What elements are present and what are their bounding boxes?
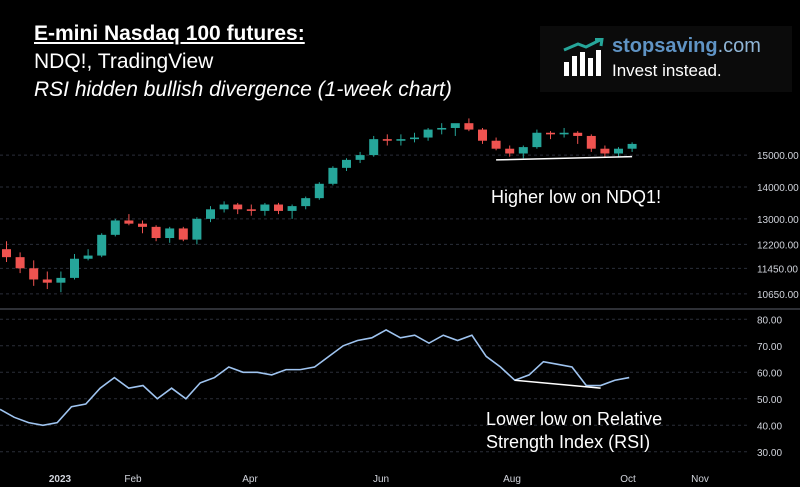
price-higher-low-trendline [496,155,633,161]
logo-name: stopsaving.com [612,35,761,58]
rsi-tick-label: 30.00 [757,448,782,459]
candle-body [206,209,215,219]
rsi-line [0,328,630,427]
price-tick-label: 11450.00 [757,264,798,275]
candle-body [274,204,283,211]
price-tick-label: 14000.00 [757,183,799,194]
candle-body [233,204,243,210]
candle-body [192,218,202,240]
logo-name-bold: stopsaving [612,35,718,57]
price-tick-label: 13000.00 [757,215,799,226]
candle-body [42,279,52,283]
candle-body [464,123,474,130]
rsi-tick-label: 50.00 [757,395,782,406]
candle-body [573,132,583,136]
candle-body [450,123,460,128]
chart-title: E-mini Nasdaq 100 futures: [34,22,305,45]
candle-body [260,204,270,211]
candle-body [518,147,528,154]
logo-tagline: Invest instead. [612,61,722,80]
rsi-series [0,328,630,427]
time-tick-label: Feb [124,474,142,485]
rsi-tick-label: 80.00 [757,315,782,326]
rsi-lower-low-trendline [514,379,601,389]
divergence-trendlines [496,155,633,389]
candle-body [56,277,66,283]
candle-body [219,204,229,210]
candle-body [369,139,379,156]
price-annotation: Higher low on NDQ1! [491,187,662,207]
candle-body [627,143,637,149]
candle-body [491,140,501,149]
candle-body [97,234,107,256]
candle-body [355,155,365,160]
candle-body [396,139,406,141]
candle-body [314,183,324,199]
time-tick-label: Apr [242,474,258,485]
time-tick-label: 2023 [49,474,72,485]
candle-body [110,220,120,235]
candle-body [328,167,338,184]
candle-body [478,129,487,141]
candle-body [29,268,39,280]
price-candles [2,118,637,293]
bar-chart-growth-icon [563,38,604,76]
time-tick-label: Nov [691,474,709,485]
time-tick-label: Oct [620,474,636,485]
rsi-tick-label: 70.00 [757,342,782,353]
time-tick-label: Aug [503,474,521,485]
price-tick-label: 10650.00 [757,290,799,301]
time-tick-label: Jun [373,474,389,485]
rsi-tick-label: 60.00 [757,368,782,379]
candle-body [15,257,25,269]
rsi-axis-labels: 80.00 70.00 60.00 50.00 40.00 30.00 [757,315,782,458]
candle-body [586,135,596,149]
rsi-gridlines [0,318,748,453]
candle-body [423,129,433,138]
candle-body [342,159,351,168]
candle-body [437,127,447,130]
price-tick-label: 12200.00 [757,240,799,251]
candle-body [138,223,147,227]
candle-body [246,209,256,211]
stopsaving-logo[interactable]: stopsaving.com Invest instead. [540,26,792,92]
candle-body [532,132,542,148]
price-axis-labels: 15000.00 14000.00 13000.00 12200.00 11450.00… [757,151,799,301]
price-tick-label: 15000.00 [757,151,799,162]
candle-body [559,132,569,135]
candle-body [546,132,555,135]
logo-name-suffix: .com [717,35,761,57]
candle-body [151,226,161,239]
candle-body [410,137,419,140]
chart-description: RSI hidden bullish divergence (1-week ch… [34,78,452,101]
candle-body [70,258,79,278]
candle-body [301,198,311,207]
rsi-tick-label: 40.00 [757,421,782,432]
candle-body [600,148,610,154]
chart-subtitle: NDQ!, TradingView [34,50,214,73]
candle-body [178,228,188,240]
time-axis-labels: 2023 Feb Apr Jun Aug Oct Nov [49,474,709,485]
rsi-annotation-line2: Strength Index (RSI) [486,432,651,452]
candle-body [382,139,392,141]
chart-header: E-mini Nasdaq 100 futures: NDQ!, Trading… [34,20,452,104]
candle-body [165,228,175,239]
candle-body [614,148,623,154]
rsi-annotation-line1: Lower low on Relative [486,409,663,429]
candle-body [287,206,297,211]
candle-body [2,249,11,258]
candle-body [505,148,515,154]
candle-body [124,220,134,224]
candle-body [83,255,93,259]
